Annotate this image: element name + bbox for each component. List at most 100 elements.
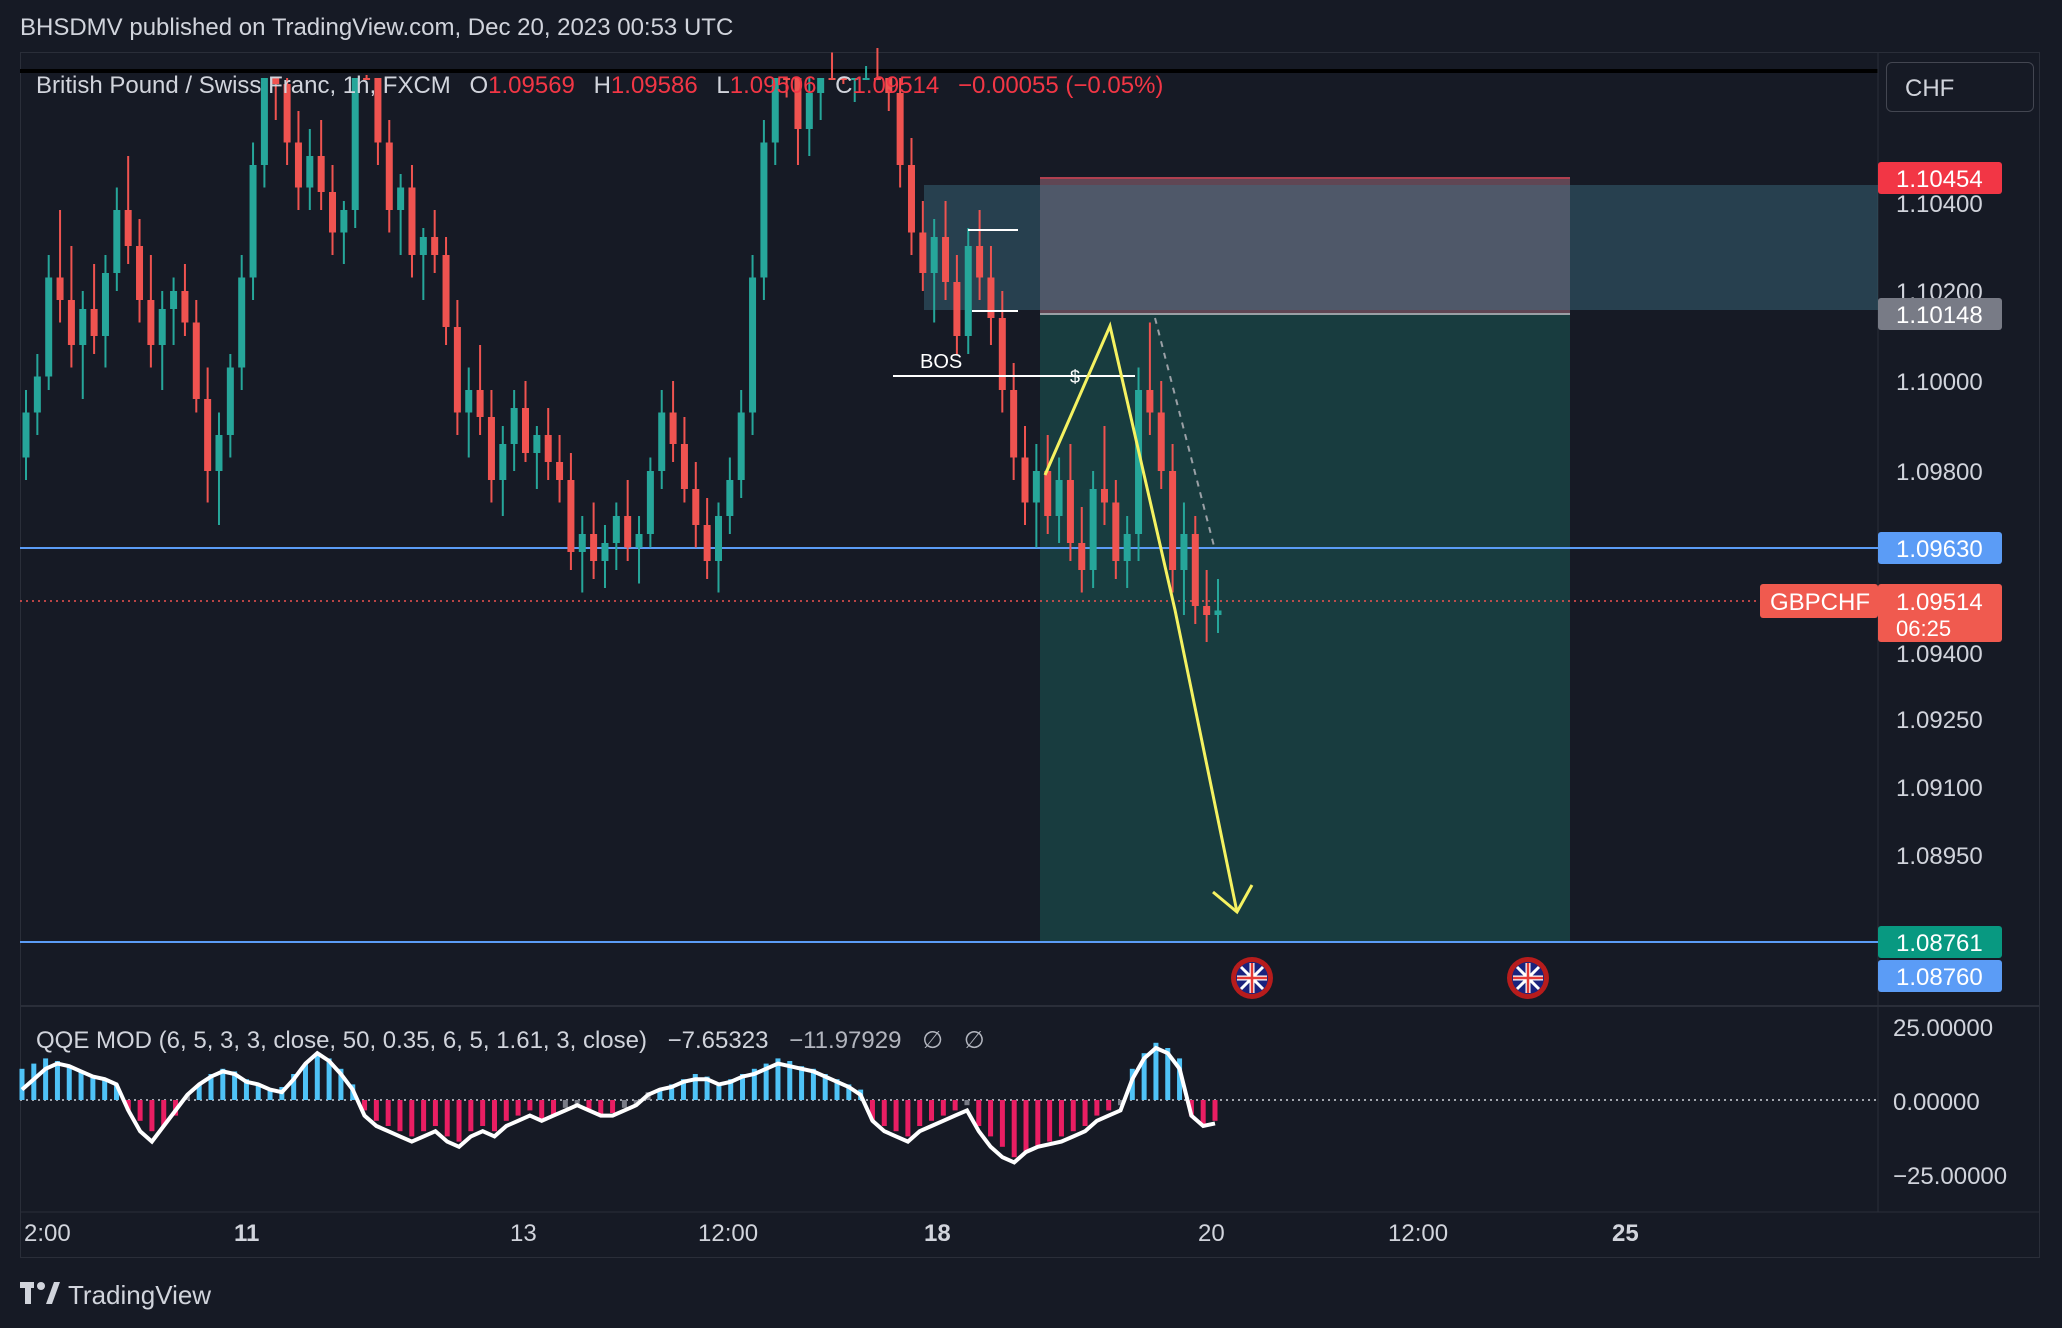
time-tick: 25 (1612, 1220, 1639, 1247)
candle-body (476, 390, 484, 417)
qqe-bar (1141, 1053, 1147, 1100)
qqe-bar (385, 1100, 391, 1126)
qqe-bar (539, 1100, 545, 1121)
logo-text: TradingView (68, 1280, 212, 1310)
take-profit-zone[interactable] (1040, 314, 1570, 942)
qqe-bar (551, 1100, 557, 1116)
symbol-tag-text: GBPCHF (1770, 589, 1870, 616)
event-flag-icon[interactable] (1231, 957, 1273, 999)
entry-badge-text: 1.10148 (1896, 302, 1983, 329)
candle-body (1180, 534, 1188, 570)
candle-body (919, 232, 927, 273)
candle-body (397, 187, 405, 210)
qqe-bar (90, 1076, 96, 1100)
qqe-bar (362, 1100, 368, 1111)
qqe-bar (976, 1100, 982, 1126)
qqe-bar (491, 1100, 497, 1132)
qqe-bar (586, 1100, 592, 1111)
indicator-na-1: ∅ (922, 1027, 944, 1054)
line-badge-upper-text: 1.09630 (1896, 536, 1983, 563)
tradingview-logo[interactable]: TradingView (20, 1280, 211, 1311)
candle-body (306, 156, 314, 188)
qqe-bar (598, 1100, 604, 1116)
qqe-bar (869, 1100, 875, 1121)
qqe-bar (468, 1100, 474, 1132)
price-axis[interactable]: 1.10400 1.10200 1.10000 1.09800 1.09400 … (1896, 191, 1983, 870)
price-tick: 1.10400 (1896, 191, 1983, 218)
chart-frame (20, 52, 2040, 1258)
candle-body (714, 516, 722, 561)
qqe-bar (208, 1074, 214, 1100)
qqe-bar (680, 1079, 686, 1100)
event-flag-icon[interactable] (1507, 957, 1549, 999)
candle-body (1032, 471, 1040, 503)
candle-body (680, 444, 688, 489)
qqe-bar (102, 1079, 108, 1100)
symbol-legend[interactable]: British Pound / Swiss Franc, 1h, FXCM O1… (36, 72, 1163, 100)
qqe-bar (1070, 1100, 1076, 1132)
currency-selector[interactable]: CHF (1886, 62, 2034, 112)
candle-body (351, 78, 359, 210)
candles (22, 48, 1222, 642)
candle-body (329, 192, 337, 233)
candle-body (431, 237, 439, 255)
indicator-title: QQE MOD (6, 5, 3, 3, close, 50, 0.35, 6,… (36, 1027, 647, 1054)
qqe-bar (220, 1068, 226, 1100)
candle-body (1169, 471, 1177, 570)
candle-body (771, 78, 779, 143)
qqe-bar (940, 1100, 946, 1116)
candle-body (612, 516, 620, 543)
qqe-bar (716, 1084, 722, 1100)
qqe-bar (787, 1061, 793, 1100)
candle-body (624, 516, 632, 548)
candle-body (363, 78, 371, 80)
qqe-bar (1106, 1100, 1112, 1111)
dashed-trend (1154, 317, 1216, 551)
line-badge-lower-text: 1.08760 (1896, 964, 1983, 991)
line-badge-upper (1878, 532, 2002, 564)
candle-body (192, 322, 200, 399)
candle-body (998, 318, 1006, 390)
indicator-legend[interactable]: QQE MOD (6, 5, 3, 3, close, 50, 0.35, 6,… (36, 1026, 985, 1055)
qqe-bar (846, 1084, 852, 1100)
candle-body (204, 399, 212, 471)
qqe-bar (515, 1100, 521, 1116)
candle-body (556, 462, 564, 480)
candle-body (658, 412, 666, 471)
candle-body (862, 78, 870, 80)
qqe-bar (657, 1089, 663, 1100)
candle-body (1078, 543, 1086, 570)
stop-loss-zone[interactable] (1040, 178, 1570, 314)
qqe-bar (893, 1100, 899, 1132)
candle-body (1191, 534, 1199, 606)
candle-body (1214, 610, 1222, 615)
supply-zone[interactable] (924, 185, 1878, 310)
qqe-bar (1094, 1100, 1100, 1116)
symbol-name: British Pound / Swiss Franc, 1h, FXCM (36, 72, 451, 99)
close-label: C (835, 72, 853, 99)
tv-logo-icon (20, 1280, 60, 1311)
qqe-bar (1058, 1100, 1064, 1137)
qqe-bar (409, 1100, 415, 1137)
qqe-bar (255, 1084, 261, 1100)
projection-path[interactable] (1043, 321, 1239, 913)
candle-body (1203, 606, 1211, 615)
candle-body (1055, 480, 1063, 516)
qqe-bar (232, 1071, 238, 1100)
symbol-tag (1760, 584, 1878, 618)
qqe-bar (988, 1100, 994, 1137)
candle-body (33, 376, 41, 413)
candle-body (896, 93, 904, 165)
candle-body (56, 277, 64, 300)
qqe-bar (1177, 1058, 1183, 1100)
candle-body (1044, 471, 1052, 516)
candle-body (1123, 534, 1131, 561)
candle-body (1157, 412, 1165, 471)
time-axis[interactable]: 2:00 11 13 12:00 18 20 12:00 25 (24, 1220, 1639, 1247)
candle-body (669, 412, 677, 444)
qqe-bar (1035, 1100, 1041, 1147)
candle-body (510, 408, 518, 444)
candle-body (1010, 390, 1018, 458)
qqe-bar (397, 1100, 403, 1132)
